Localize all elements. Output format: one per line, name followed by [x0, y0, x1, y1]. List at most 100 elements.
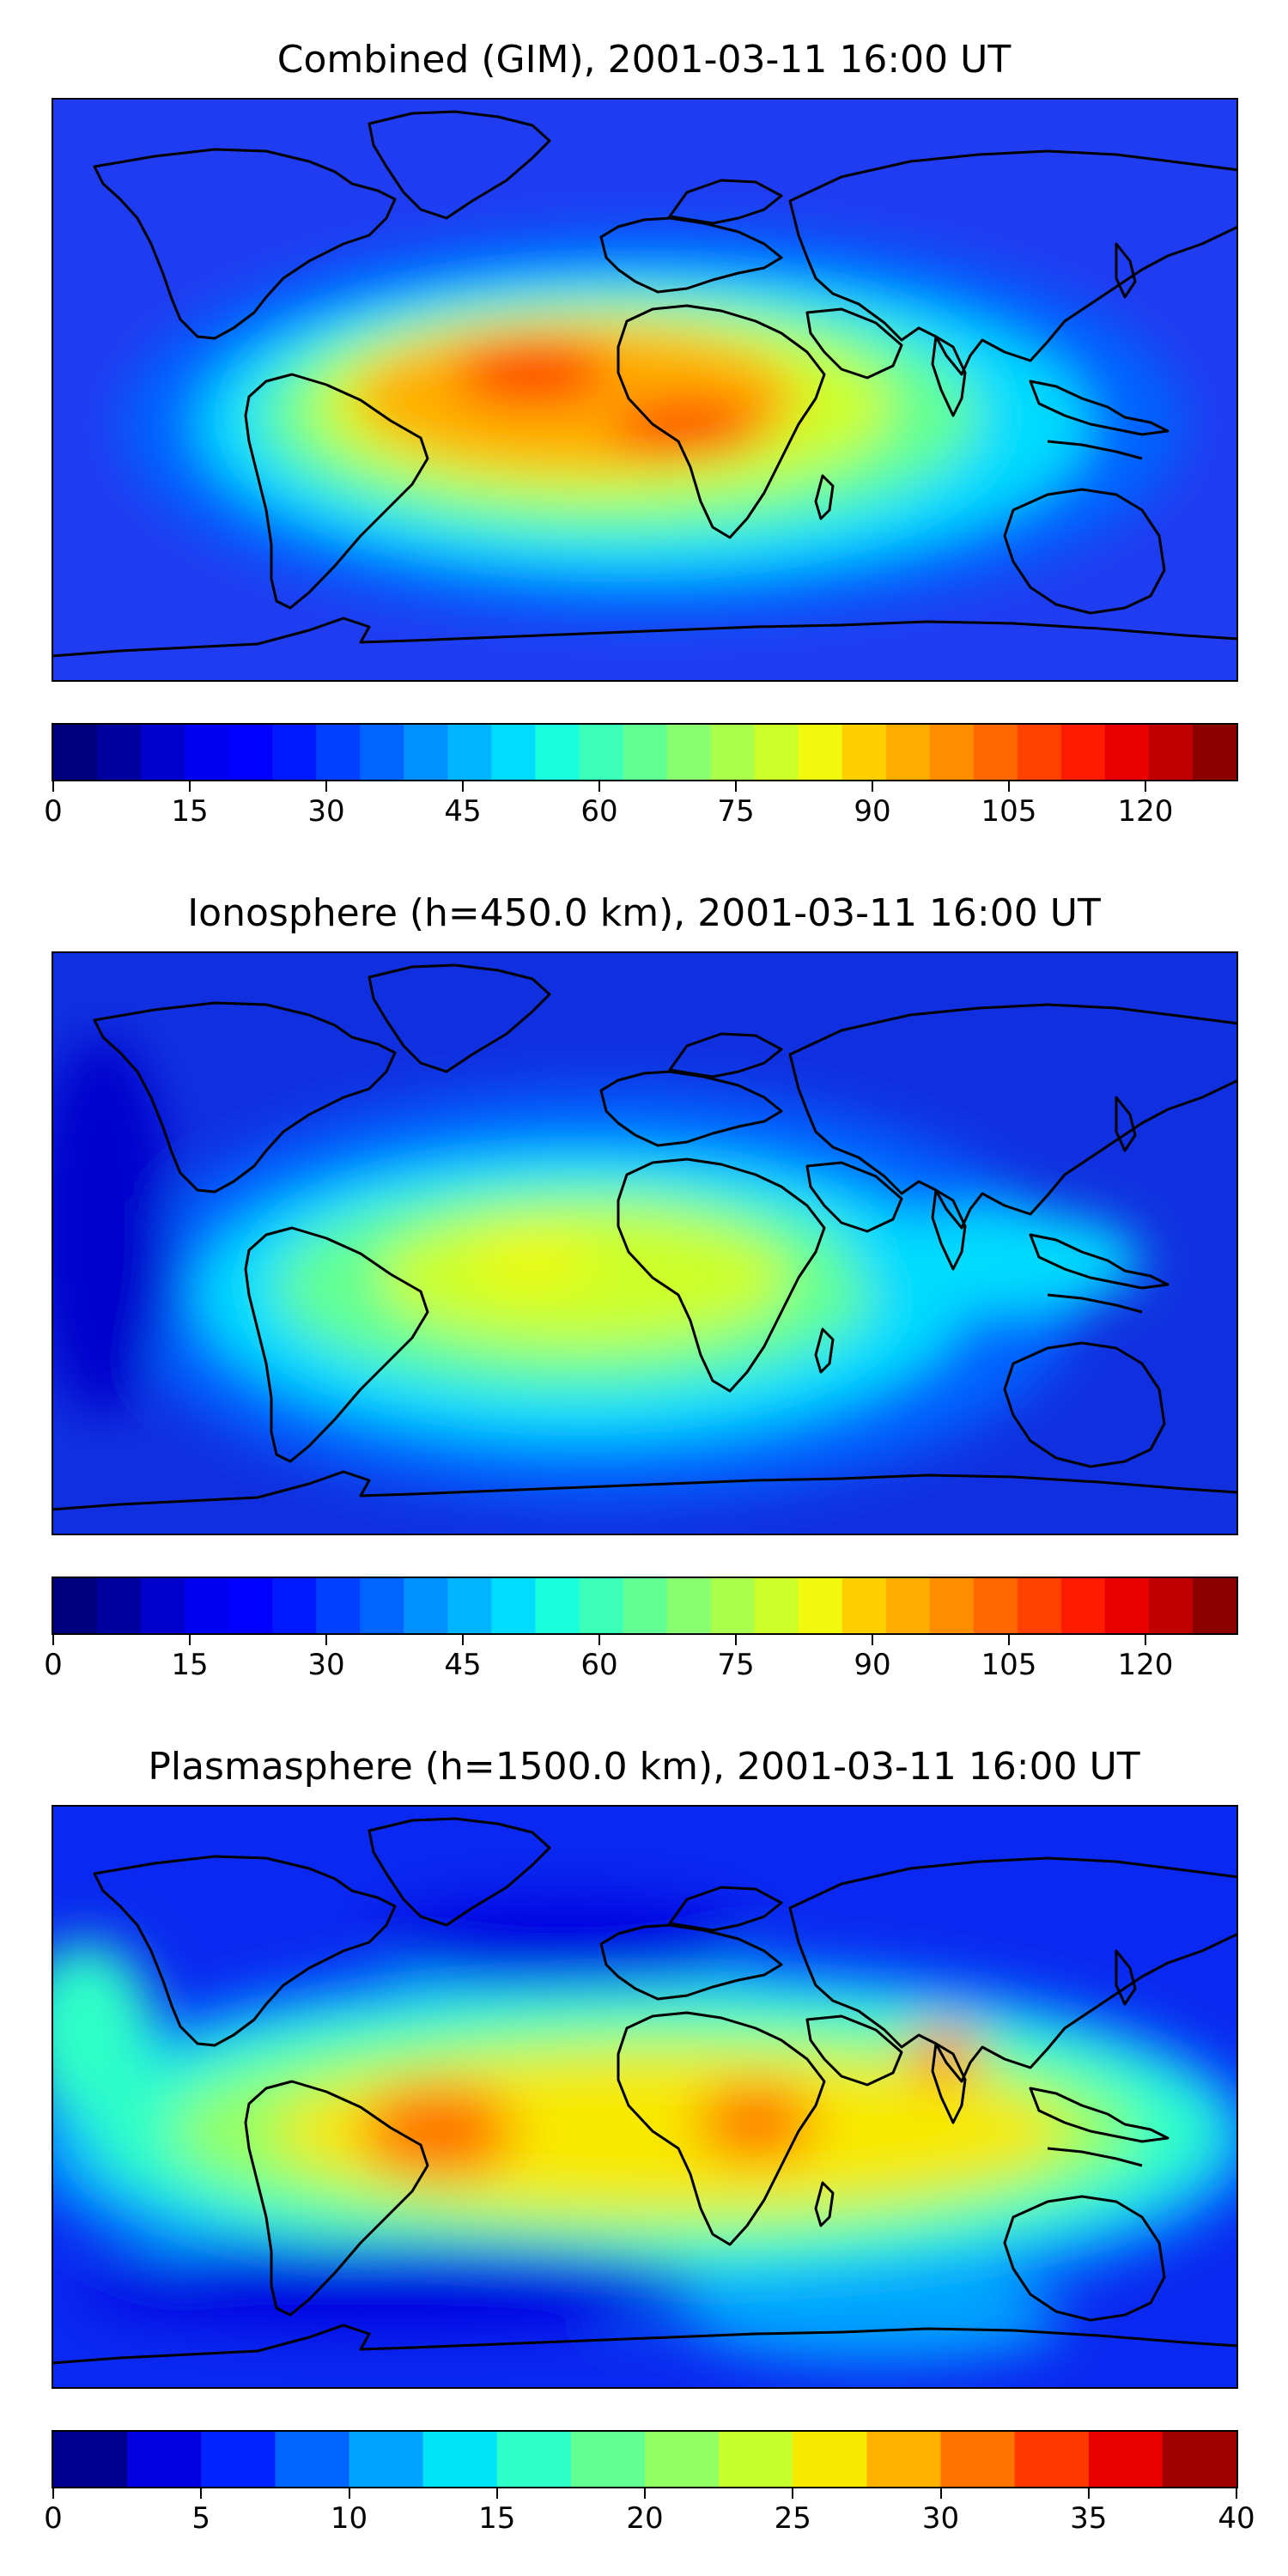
colorbar-swatch	[710, 1578, 756, 1633]
panel-title-combined: Combined (GIM), 2001-03-11 16:00 UT	[276, 38, 1012, 82]
colorbar-swatch	[1148, 1578, 1194, 1633]
colorbar-swatch	[201, 2432, 276, 2487]
coastlines	[52, 963, 1238, 1511]
colorbar-tick-label: 0	[44, 794, 63, 829]
colorbar-tick-label: 120	[1117, 794, 1174, 829]
colorbar-tick	[1008, 1635, 1010, 1645]
colorbar-tick	[462, 1635, 464, 1645]
colorbar-swatch	[360, 1578, 404, 1633]
colorbar-swatch	[666, 1578, 712, 1633]
level-85	[472, 1235, 592, 1286]
colorbar-swatch	[141, 725, 185, 780]
level-45-asia	[850, 1209, 1142, 1312]
colorbar-swatch	[719, 2432, 793, 2487]
colorbar-ticks-ionosphere: 0 15 30 45 60 75 90 105 120	[44, 1635, 1238, 1686]
colorbar-swatch	[973, 1578, 1018, 1633]
colorbar-swatch	[496, 2432, 572, 2487]
level-5-south	[86, 2243, 704, 2329]
map-ionosphere[interactable]	[52, 951, 1238, 1535]
colorbar-swatches	[53, 725, 1236, 780]
level-15-pacific-w	[52, 1942, 155, 2114]
colorbar-swatch	[666, 725, 712, 780]
colorbar-tick-label: 20	[626, 2501, 664, 2536]
level-30c	[906, 2028, 983, 2080]
colorbar-swatch	[940, 2432, 1016, 2487]
colorbar-ionosphere	[52, 1577, 1238, 1635]
colorbar-tick-label: 15	[478, 2501, 516, 2536]
colorbar-tick-label: 75	[717, 1648, 755, 1682]
colorbar-swatch	[1017, 725, 1062, 780]
colorbar-swatch	[447, 725, 492, 780]
colorbar-tick-label: 105	[981, 794, 1037, 829]
colorbar-ticks-plasmasphere: 0 5 10 15 20 25 30 35 40	[44, 2488, 1255, 2540]
colorbar-swatches	[53, 2432, 1236, 2487]
colorbar-tick	[792, 2488, 794, 2499]
colorbar-tick	[735, 781, 737, 792]
colorbar-swatch	[127, 2432, 202, 2487]
colorbar-tick-label: 45	[444, 1648, 482, 1682]
colorbar-tick-label: 75	[717, 794, 755, 829]
level-30	[361, 2084, 515, 2178]
colorbar-swatch	[1088, 2432, 1163, 2487]
colorbar-tick	[348, 2488, 350, 2499]
colorbar-tick	[872, 781, 873, 792]
colorbar-tick-label: 10	[330, 2501, 368, 2536]
map-plasmasphere[interactable]	[52, 1805, 1238, 2389]
colorbar-tick	[644, 2488, 646, 2499]
colorbar-swatch	[97, 725, 142, 780]
colorbar-swatch	[1060, 1578, 1106, 1633]
level-30b	[696, 2084, 816, 2161]
level-75	[378, 1209, 790, 1346]
colorbar-swatch	[272, 1578, 317, 1633]
colorbar-swatch	[754, 1578, 799, 1633]
colorbar-tick	[495, 2488, 498, 2499]
level-15-pacific	[52, 1037, 172, 1415]
colorbar-tick-label: 30	[921, 2501, 960, 2536]
colorbar-swatch	[422, 2432, 498, 2487]
colorbar-tick	[1145, 1635, 1146, 1645]
colorbar-swatch	[1104, 1578, 1150, 1633]
colorbar-swatch	[885, 725, 931, 780]
colorbar-tick	[1236, 2488, 1237, 2499]
colorbar-swatch	[798, 725, 843, 780]
colorbar-swatch	[228, 1578, 273, 1633]
map-combined-gim[interactable]	[52, 98, 1238, 682]
colorbar-tick-label: 120	[1117, 1648, 1174, 1682]
colorbar-tick-label: 45	[444, 794, 482, 829]
colorbar-tick	[735, 1635, 737, 1645]
colorbar-swatch	[228, 725, 273, 780]
colorbar-tick	[200, 2488, 203, 2499]
colorbar-tick	[189, 781, 191, 792]
colorbar-swatch	[349, 2432, 424, 2487]
colorbar-tick	[52, 1635, 54, 1645]
coastlines	[52, 110, 1238, 658]
colorbar-swatch	[491, 725, 537, 780]
colorbar-swatch	[447, 1578, 492, 1633]
colorbar-swatch	[1148, 725, 1194, 780]
colorbar-swatch	[793, 2432, 867, 2487]
colorbar-tick-label: 35	[1070, 2501, 1108, 2536]
colorbar-tick-label: 25	[774, 2501, 811, 2536]
colorbar-tick-label: 0	[44, 2501, 63, 2536]
tec-map-svg	[52, 1805, 1238, 2389]
colorbar-swatch	[360, 725, 404, 780]
colorbar-swatch	[798, 1578, 843, 1633]
panel-title-plasmasphere: Plasmasphere (h=1500.0 km), 2001-03-11 1…	[148, 1745, 1140, 1789]
colorbar-tick	[462, 781, 464, 792]
colorbar-swatch	[1017, 1578, 1062, 1633]
colorbar-swatch	[754, 725, 799, 780]
tec-map-svg	[52, 951, 1238, 1535]
colorbar-tick	[939, 2488, 942, 2499]
colorbar-tick-label: 15	[171, 1648, 209, 1682]
level-105	[455, 340, 610, 405]
colorbar-tick-label: 0	[44, 1648, 63, 1682]
panel-title-ionosphere: Ionosphere (h=450.0 km), 2001-03-11 16:0…	[187, 891, 1101, 935]
colorbar-tick	[325, 1635, 327, 1645]
level-10-antarctic	[687, 2277, 1065, 2363]
colorbar-swatch	[973, 725, 1018, 780]
colorbar-swatch	[404, 725, 448, 780]
colorbar-swatch	[141, 1578, 185, 1633]
colorbar-swatch	[53, 1578, 98, 1633]
colorbar-tick	[1145, 781, 1146, 792]
colorbar-swatch	[316, 1578, 361, 1633]
